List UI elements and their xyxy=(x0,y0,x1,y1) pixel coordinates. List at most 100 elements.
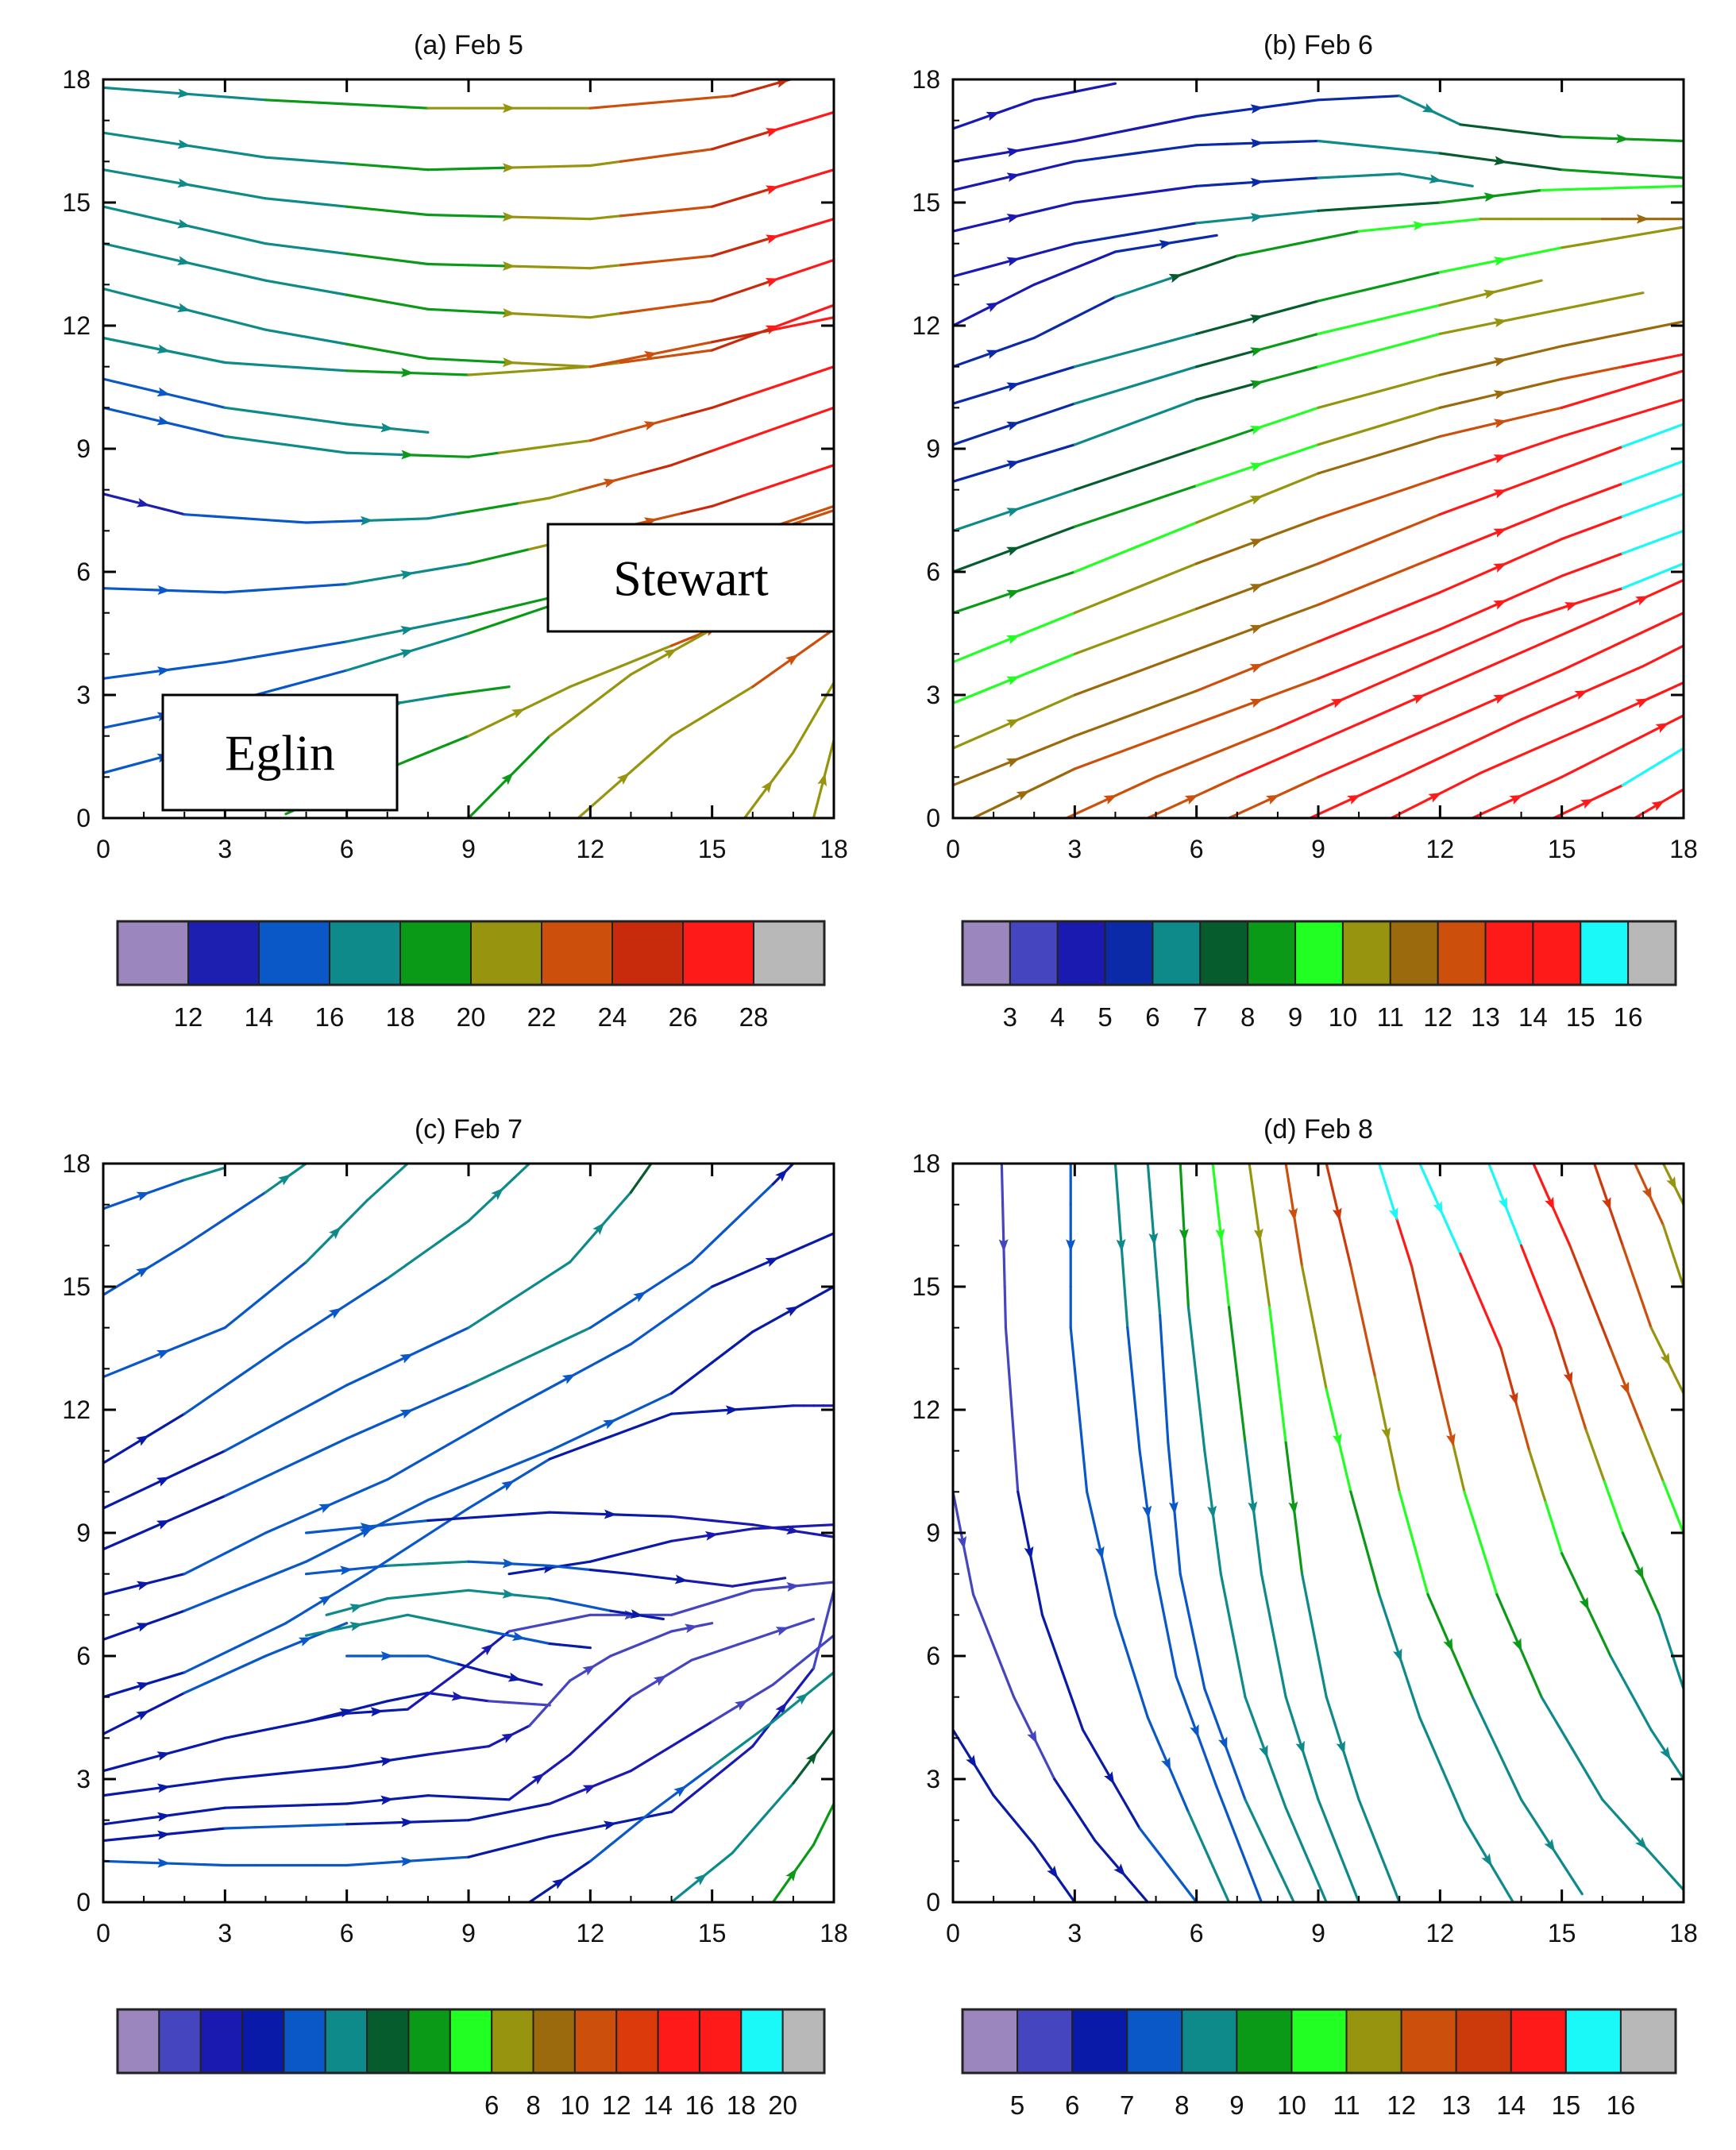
streamline-segment xyxy=(284,1768,318,1774)
streamline-segment xyxy=(437,1673,455,1689)
streamline-segment xyxy=(1657,1613,1667,1635)
flow-arrow xyxy=(177,178,191,188)
streamline-segment xyxy=(1621,471,1655,485)
streamline-segment xyxy=(1244,1441,1251,1477)
streamline-segment xyxy=(304,1715,328,1723)
streamline-segment xyxy=(1185,1601,1194,1633)
streamline-segment xyxy=(1438,542,1472,557)
streamline-segment xyxy=(609,673,633,692)
streamline-segment xyxy=(711,1754,729,1769)
streamline-segment xyxy=(467,621,500,635)
flow-arrow xyxy=(1094,1546,1105,1560)
colorbar-label: 14 xyxy=(1496,2090,1526,2120)
colorbar-swatch xyxy=(1009,921,1059,986)
streamline-segment xyxy=(335,1525,368,1531)
colorbar-label: 5 xyxy=(1010,2090,1024,2120)
streamline-segment xyxy=(487,1671,503,1677)
colorbar-label: 16 xyxy=(1614,1002,1643,1032)
streamline-segment xyxy=(528,1457,551,1473)
flow-arrow xyxy=(966,1754,977,1769)
flow-arrow xyxy=(1249,496,1263,505)
flow-arrow xyxy=(1332,1207,1342,1222)
streamline-segment xyxy=(690,1361,714,1380)
streamline-segment xyxy=(1438,326,1472,335)
flow-arrow xyxy=(1544,1839,1556,1852)
streamline-segment xyxy=(1159,1314,1163,1349)
streamline-segment xyxy=(751,420,795,438)
flow-arrow xyxy=(986,302,1000,313)
flow-arrow xyxy=(177,88,191,98)
streamline-segment xyxy=(1621,172,1655,178)
streamline-segment xyxy=(183,183,226,193)
streamline-segment xyxy=(264,1518,298,1534)
streamline-segment xyxy=(507,311,551,317)
x-tick-label: 18 xyxy=(820,1919,848,1947)
streamline-segment xyxy=(578,1511,612,1516)
streamline-segment xyxy=(304,1570,328,1576)
streamline-segment xyxy=(1529,1669,1543,1699)
streamline-segment xyxy=(705,1581,734,1588)
streamline-segment xyxy=(1053,90,1076,98)
streamline-segment xyxy=(1499,1880,1514,1902)
streamline-segment xyxy=(467,359,511,365)
streamline-segment xyxy=(802,1843,816,1861)
streamline-segment xyxy=(244,1654,268,1667)
streamline-segment xyxy=(518,1511,551,1516)
streamline-segment xyxy=(548,314,592,319)
streamline-segment xyxy=(380,1613,409,1622)
streamline-segment xyxy=(244,517,277,523)
streamline-segment xyxy=(1463,1490,1474,1519)
streamline-segment xyxy=(507,215,551,219)
streamline-segment xyxy=(223,1542,247,1555)
colorbar-label: 20 xyxy=(457,1002,486,1032)
streamline-segment xyxy=(264,328,308,338)
streamline-segment xyxy=(1186,1306,1194,1345)
streamline-segment xyxy=(802,504,834,518)
streamline-segment xyxy=(650,303,683,311)
streamline-segment xyxy=(1519,1798,1538,1825)
flow-arrow xyxy=(1445,1433,1456,1447)
streamline-segment xyxy=(163,1412,186,1428)
streamline-segment xyxy=(1438,297,1467,307)
colorbar-swatch xyxy=(329,921,401,986)
streamline-segment xyxy=(1104,193,1137,200)
streamline-segment xyxy=(437,1819,470,1823)
streamline-segment xyxy=(183,1395,211,1415)
streamline-segment xyxy=(771,1708,790,1723)
flow-arrow xyxy=(176,303,191,313)
streamline-segment xyxy=(1495,1747,1510,1776)
streamline-segment xyxy=(1317,434,1350,446)
streamline-segment xyxy=(1580,299,1604,307)
streamline-segment xyxy=(690,710,714,725)
flow-arrow xyxy=(1412,694,1426,704)
flow-arrow xyxy=(1483,289,1497,299)
streamline-segment xyxy=(554,1753,572,1767)
streamline-segment xyxy=(345,293,389,303)
streamline-segment xyxy=(1347,652,1381,668)
streamline-segment xyxy=(1373,1376,1383,1407)
flow-arrow xyxy=(157,585,171,595)
streamline-segment xyxy=(345,634,379,643)
streamline-segment xyxy=(1266,242,1300,252)
streamline-segment xyxy=(223,1310,247,1330)
streamline-segment xyxy=(1642,1306,1653,1330)
streamline-segment xyxy=(1519,704,1553,721)
streamline-segment xyxy=(1268,1306,1275,1343)
streamline-segment xyxy=(1560,241,1594,249)
flow-arrow xyxy=(1249,426,1263,435)
streamline-segment xyxy=(254,1465,287,1484)
streamline-segment xyxy=(1132,1388,1138,1422)
streamline-segment xyxy=(183,223,226,236)
streamline-segment xyxy=(264,197,308,204)
streamline-segment xyxy=(569,1613,592,1621)
streamline-segment xyxy=(223,1805,257,1809)
streamline-segment xyxy=(528,735,551,758)
flow-arrow xyxy=(1483,192,1498,203)
streamline-segment xyxy=(1357,173,1381,178)
streamline-segment xyxy=(223,434,257,442)
streamline-segment xyxy=(639,1169,648,1179)
streamline-segment xyxy=(649,1615,665,1621)
streamline-segment xyxy=(518,1701,536,1706)
streamline-segment xyxy=(812,1532,834,1538)
streamline-segment xyxy=(1287,98,1320,106)
